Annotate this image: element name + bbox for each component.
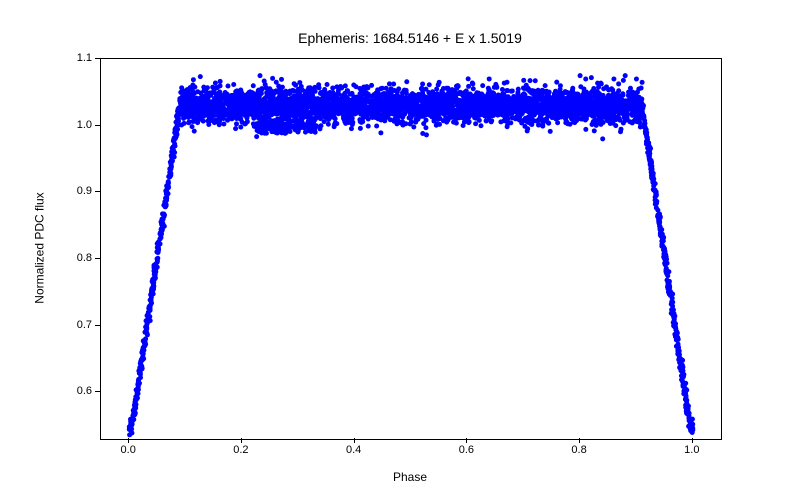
plot-area [100,58,722,440]
scatter-plot [101,59,721,439]
y-tick-mark [95,391,100,392]
chart-container: Ephemeris: 1684.5146 + E x 1.5019 Normal… [0,0,800,500]
x-tick-label: 0.8 [571,444,586,456]
y-tick-mark [95,325,100,326]
x-tick-mark [241,438,242,443]
x-axis-label: Phase [100,470,720,484]
y-tick-mark [95,58,100,59]
x-tick-mark [354,438,355,443]
y-tick-mark [95,191,100,192]
x-tick-mark [128,438,129,443]
y-tick-label: 0.8 [62,252,92,264]
y-tick-mark [95,258,100,259]
x-tick-label: 0.0 [121,444,136,456]
x-tick-mark [579,438,580,443]
y-tick-label: 0.9 [62,185,92,197]
y-tick-label: 0.6 [62,385,92,397]
y-axis-label: Normalized PDC flux [30,58,50,438]
x-tick-label: 0.4 [346,444,361,456]
y-tick-label: 0.7 [62,319,92,331]
x-tick-mark [466,438,467,443]
chart-title: Ephemeris: 1684.5146 + E x 1.5019 [100,30,720,46]
x-tick-label: 0.6 [459,444,474,456]
y-tick-label: 1.1 [62,52,92,64]
x-tick-mark [692,438,693,443]
x-tick-label: 1.0 [684,444,699,456]
y-tick-mark [95,125,100,126]
x-tick-label: 0.2 [233,444,248,456]
y-tick-label: 1.0 [62,119,92,131]
